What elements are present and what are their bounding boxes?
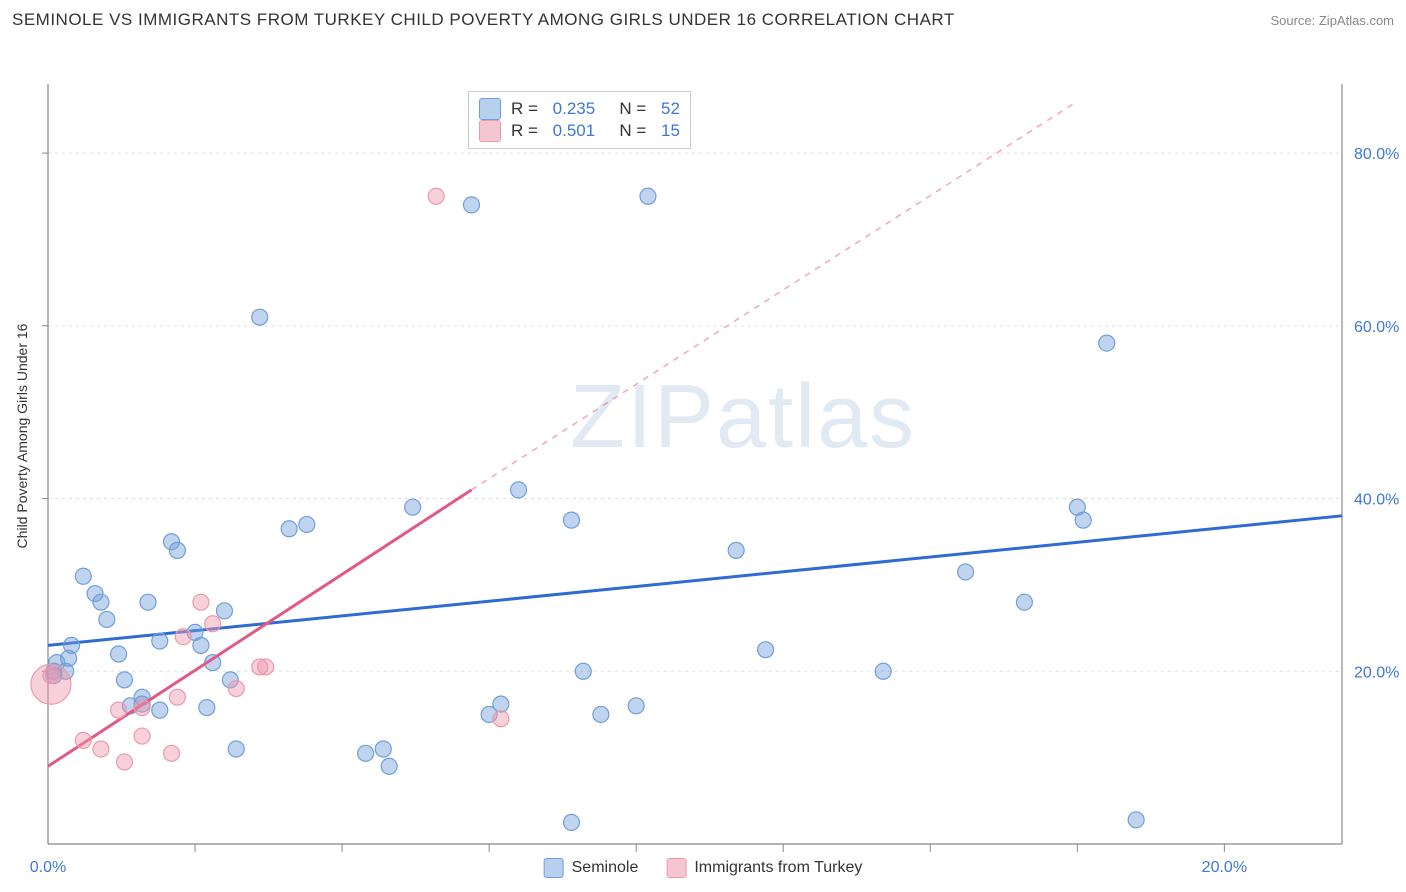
stats-row: R = 0.235 N = 52 <box>479 98 680 120</box>
correlation-stats-box: R = 0.235 N = 52R = 0.501 N = 15 <box>468 91 691 149</box>
legend-item: Seminole <box>544 858 639 878</box>
svg-text:0.0%: 0.0% <box>30 859 66 876</box>
legend-bottom: Seminole Immigrants from Turkey <box>544 858 863 878</box>
stat-r-label: R = <box>511 121 543 141</box>
stat-n-label: N = <box>605 121 651 141</box>
stat-n-label: N = <box>605 99 651 119</box>
chart-source: Source: ZipAtlas.com <box>1270 13 1394 28</box>
svg-text:60.0%: 60.0% <box>1354 319 1399 336</box>
scatter-chart: 0.0% 20.0% 20.0% 40.0% 60.0% 80.0% <box>0 36 1406 882</box>
stat-n-value: 15 <box>661 121 680 141</box>
svg-text:80.0%: 80.0% <box>1354 146 1399 163</box>
stat-r-label: R = <box>511 99 543 119</box>
svg-text:40.0%: 40.0% <box>1354 492 1399 509</box>
legend-swatch <box>544 858 564 878</box>
svg-text:20.0%: 20.0% <box>1202 859 1247 876</box>
series-swatch <box>479 98 501 120</box>
stat-r-value: 0.235 <box>553 99 596 119</box>
legend-swatch <box>666 858 686 878</box>
stat-r-value: 0.501 <box>553 121 596 141</box>
chart-title: SEMINOLE VS IMMIGRANTS FROM TURKEY CHILD… <box>12 10 955 30</box>
stat-n-value: 52 <box>661 99 680 119</box>
legend-item: Immigrants from Turkey <box>666 858 862 878</box>
chart-area: Child Poverty Among Girls Under 16 0.0% 2… <box>0 36 1406 882</box>
stats-row: R = 0.501 N = 15 <box>479 120 680 142</box>
legend-label: Seminole <box>572 859 639 877</box>
y-axis-title: Child Poverty Among Girls Under 16 <box>14 324 30 549</box>
chart-header: SEMINOLE VS IMMIGRANTS FROM TURKEY CHILD… <box>0 0 1406 36</box>
series-swatch <box>479 120 501 142</box>
legend-label: Immigrants from Turkey <box>694 859 862 877</box>
svg-text:20.0%: 20.0% <box>1354 664 1399 681</box>
